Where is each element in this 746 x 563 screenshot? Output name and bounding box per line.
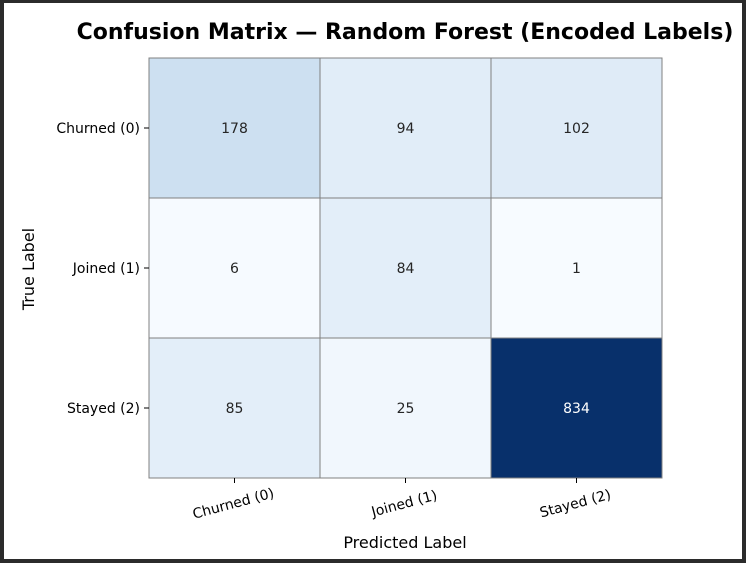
y-tick-label: Churned (0) (56, 121, 140, 137)
y-tick-label: Stayed (2) (67, 401, 140, 417)
heatmap-cell (319, 337, 492, 479)
heatmap-cell (490, 57, 663, 199)
x-tick-label: Joined (1) (369, 488, 439, 521)
cell-value-label: 84 (397, 261, 415, 277)
cell-value-label: 25 (397, 401, 415, 417)
y-tick-label: Joined (1) (72, 261, 140, 277)
figure: Confusion Matrix — Random Forest (Encode… (4, 3, 742, 559)
cell-value-label: 94 (397, 121, 415, 137)
x-axis-ticks: Churned (0) Joined (1) Stayed (2) (191, 478, 613, 523)
cell-value-label: 834 (563, 401, 590, 417)
cell-value-label: 102 (563, 121, 590, 137)
y-axis-ticks: Churned (0) Joined (1) Stayed (2) (56, 121, 149, 417)
heatmap-cell (148, 337, 321, 479)
heatmap-cell (319, 197, 492, 339)
heatmap-cell (148, 197, 321, 339)
heatmap-cell-labels: 178 94 102 6 84 1 85 25 834 (221, 121, 590, 417)
chart-title: Confusion Matrix — Random Forest (Encode… (77, 20, 734, 45)
x-tick-label: Churned (0) (191, 486, 276, 523)
heatmap-cell (148, 57, 321, 199)
cell-value-label: 85 (226, 401, 244, 417)
y-axis-label: True Label (19, 228, 38, 311)
heatmap-cell (490, 197, 663, 339)
heatmap-cell (319, 57, 492, 199)
x-tick-label: Stayed (2) (538, 487, 613, 521)
heatmap-cells (148, 57, 663, 479)
x-axis-label: Predicted Label (343, 533, 466, 552)
cell-value-label: 6 (230, 261, 239, 277)
confusion-matrix-chart: Confusion Matrix — Random Forest (Encode… (19, 20, 734, 552)
cell-value-label: 178 (221, 121, 248, 137)
cell-value-label: 1 (572, 261, 581, 277)
